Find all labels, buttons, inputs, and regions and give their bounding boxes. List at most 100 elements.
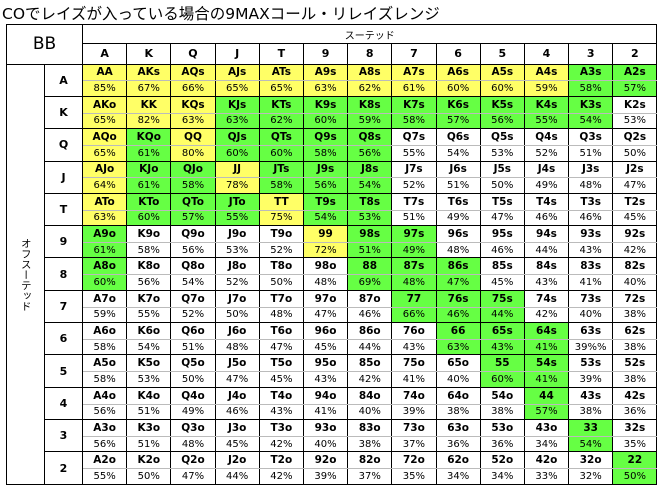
hand-equity: 38% [479, 403, 525, 421]
hand-equity: 55% [214, 209, 260, 227]
hand-label: K7s [391, 95, 437, 114]
hand-label: AQs [170, 63, 216, 82]
offsuit-header: オフスーテッド [6, 63, 45, 486]
hand-label: A4o [82, 386, 128, 405]
hand-equity: 42% [258, 468, 304, 485]
hand-label: 94o [302, 386, 349, 405]
hand-equity: 48% [302, 274, 349, 291]
hand-equity: 41% [568, 274, 614, 291]
hand-equity: 60% [302, 112, 349, 130]
hand-label: 32s [612, 419, 658, 437]
hand-equity: 43% [258, 403, 304, 421]
hand-label: 95s [479, 225, 525, 243]
hand-label: T2o [258, 451, 304, 470]
hand-equity: 52% [170, 306, 216, 324]
hand-label: 92o [302, 451, 349, 470]
hand-label: AKo [82, 95, 128, 114]
hand-label: AKs [126, 63, 172, 82]
hand-equity: 58% [568, 80, 614, 97]
hand-label: AJs [214, 63, 260, 82]
hand-equity: 41% [523, 338, 570, 356]
hand-label: Q4s [523, 128, 570, 146]
percent-row: 61% 58% 56% 53% 52% 72% 51% 49% 48% 46% 44% 43% 42% [7, 241, 658, 259]
hand-equity: 67% [126, 80, 172, 97]
hand-label: KTs [258, 95, 304, 114]
hand-label: QTs [258, 128, 304, 146]
hand-equity: 45% [479, 274, 525, 291]
hand-label: 87o [347, 289, 393, 308]
row-rank-6: 6 [43, 322, 84, 356]
hand-label: J5o [214, 354, 260, 373]
hand-equity: 46% [568, 209, 614, 227]
hand-label: K9o [126, 225, 172, 243]
hand-equity: 47% [435, 274, 481, 291]
hand-equity: 53% [214, 241, 260, 259]
hand-equity: 51% [568, 144, 614, 162]
hand-label: 65o [435, 354, 481, 373]
row-rank-J: J [43, 160, 84, 194]
hand-label: 98s [347, 225, 393, 243]
percent-row: 56% 51% 48% 45% 42% 40% 38% 37% 36% 36% 34% 54% 35% [7, 435, 658, 453]
column-rank-T: T [258, 43, 304, 65]
hand-equity: 53% [479, 144, 525, 162]
hand-label: K9s [302, 95, 349, 114]
column-rank-8: 8 [347, 43, 393, 65]
hand-equity: 55% [82, 468, 128, 485]
hand-equity: 58% [82, 338, 128, 356]
hand-equity: 65% [82, 144, 128, 162]
hand-equity: 41% [523, 371, 570, 388]
hand-equity: 61% [126, 177, 172, 194]
hand-label: 52o [479, 451, 525, 470]
hand-label: TT [258, 192, 304, 211]
percent-row: 60% 56% 54% 52% 50% 48% 69% 48% 47% 45% 43% 41% 40% [7, 274, 658, 291]
column-rank-K: K [126, 43, 172, 65]
hand-equity: 65% [82, 112, 128, 130]
hand-row: 2 A2o K2o Q2o J2o T2o 92o 82o 72o 62o 52o 42o 32o 22 [7, 451, 658, 485]
hand-equity: 34% [523, 435, 570, 453]
percent-row: 85% 67% 66% 65% 65% 63% 62% 61% 60% 60% 59% 58% 57% [7, 80, 658, 97]
hand-label: 74o [391, 386, 437, 405]
hand-label: QJs [214, 128, 260, 146]
hand-label: 85s [479, 257, 525, 276]
hand-equity: 50% [258, 274, 304, 291]
hand-label: K3s [568, 95, 614, 114]
hand-label: K4o [126, 386, 172, 405]
hand-equity: 45% [302, 338, 349, 356]
hand-label: Q5s [479, 128, 525, 146]
hand-label: 99 [302, 225, 349, 243]
hand-label: A8s [347, 63, 393, 82]
column-rank-4: 4 [523, 43, 570, 65]
hand-label: QTo [170, 192, 216, 211]
hand-label: J8s [347, 160, 393, 179]
hand-label: 95o [302, 354, 349, 373]
hand-label: A8o [82, 257, 128, 276]
hand-label: Q8o [170, 257, 216, 276]
hand-equity: 50% [612, 468, 658, 485]
hand-equity: 58% [126, 241, 172, 259]
hand-label: Q3s [568, 128, 614, 146]
hand-label: 72s [612, 289, 658, 308]
hand-label: T8s [347, 192, 393, 211]
hand-equity: 58% [258, 177, 304, 194]
hand-equity: 40% [302, 435, 349, 453]
hand-equity: 49% [170, 403, 216, 421]
hand-equity: 53% [126, 371, 172, 388]
hand-equity: 39% [568, 371, 614, 388]
hand-equity: 54% [126, 338, 172, 356]
hand-label: A2o [82, 451, 128, 470]
hand-equity: 42% [523, 306, 570, 324]
hand-label: T9o [258, 225, 304, 243]
page-title: COでレイズが入っている場合の9MAXコール・リレイズレンジ [2, 5, 440, 23]
hand-equity: 82% [126, 112, 172, 130]
hand-equity: 54% [568, 112, 614, 130]
hand-equity: 39% [391, 403, 437, 421]
hand-row: 8 A8o K8o Q8o J8o T8o 98o 88 87s 86s 85s 84s 83s 82s [7, 257, 658, 291]
hand-label: 33 [568, 419, 614, 437]
hand-equity: 54% [347, 177, 393, 194]
hand-label: JJ [214, 160, 260, 179]
hand-equity: 57% [435, 112, 481, 130]
percent-row: 58% 54% 51% 48% 47% 45% 44% 43% 63% 43% 41% 39%% 38% [7, 338, 658, 356]
hand-equity: 46% [435, 306, 481, 324]
hand-equity: 60% [82, 274, 128, 291]
hand-equity: 61% [82, 241, 128, 259]
